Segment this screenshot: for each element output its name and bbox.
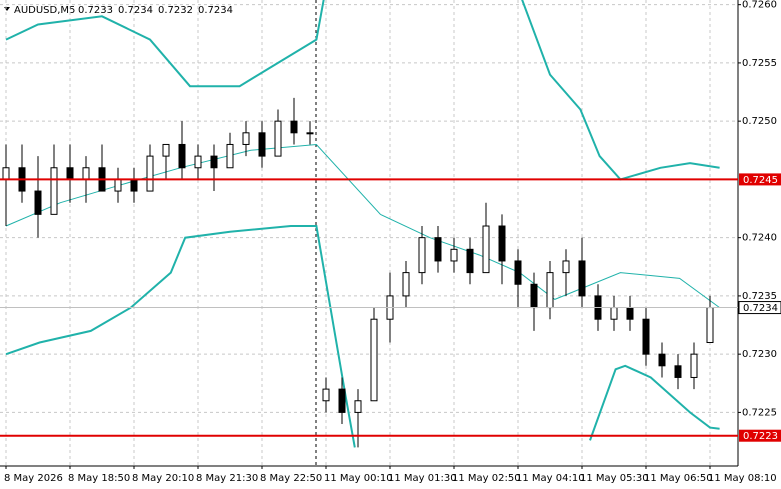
candle-body	[546, 272, 554, 309]
level-label-box	[739, 173, 781, 186]
candle-body	[34, 190, 42, 215]
header-value: 0.7234	[118, 5, 153, 16]
candle-body	[258, 132, 266, 157]
candle-body	[514, 260, 522, 285]
band-line	[5, 0, 720, 181]
y-tick-label: 0.7230	[742, 349, 777, 360]
y-tick-label: 0.7225	[742, 407, 777, 418]
chart-title: AUDUSD,M5	[14, 5, 75, 16]
y-tick-label: 0.7260	[742, 0, 777, 11]
x-tick-label: 11 May 05:30	[580, 473, 649, 484]
candle-body	[306, 132, 314, 135]
candle-body	[434, 237, 442, 262]
x-tick-label: 8 May 2026	[4, 473, 63, 484]
candle-body	[338, 388, 346, 413]
candle-body	[66, 167, 74, 180]
y-tick-label: 0.7250	[742, 116, 777, 127]
candle-body	[322, 388, 330, 402]
x-tick-label: 11 May 06:50	[644, 473, 713, 484]
y-tick-label: 0.7255	[742, 58, 777, 69]
candle-body	[578, 260, 586, 297]
candle-body	[290, 120, 298, 134]
candle-body	[210, 155, 218, 169]
level-label: 0.7245	[743, 175, 778, 186]
level-label: 0.7223	[743, 431, 778, 442]
x-tick-label: 8 May 22:50	[260, 473, 322, 484]
candle-body	[466, 248, 474, 274]
candle-body	[610, 307, 618, 320]
x-tick-label: 11 May 00:10	[324, 473, 393, 484]
candle-body	[658, 353, 666, 367]
header-value: 0.7232	[158, 5, 193, 16]
candle-body	[498, 225, 506, 262]
candle-body	[706, 307, 714, 344]
band-line	[5, 143, 720, 309]
band-line	[5, 225, 720, 448]
candle-body	[530, 283, 538, 309]
y-tick-label: 0.7235	[742, 291, 777, 302]
grid	[0, 0, 738, 466]
x-tick-label: 8 May 18:50	[68, 473, 130, 484]
candle-body	[626, 307, 634, 320]
candle-body	[690, 353, 698, 378]
x-tick-label: 8 May 20:10	[132, 473, 194, 484]
candle-body	[114, 178, 122, 192]
candle-body	[146, 155, 154, 192]
bid-label-box	[738, 301, 781, 315]
candle-body	[370, 318, 378, 402]
x-tick-label: 11 May 08:10	[708, 473, 777, 484]
x-tick-label: 11 May 02:50	[452, 473, 521, 484]
candle-body	[2, 167, 10, 180]
x-tick-label: 8 May 21:30	[196, 473, 258, 484]
candle-body	[450, 248, 458, 262]
candle-body	[562, 260, 570, 274]
candle-body	[178, 143, 186, 169]
candle-body	[130, 178, 138, 192]
bid-label: 0.7234	[743, 303, 778, 314]
candle-body	[226, 143, 234, 169]
candle-body	[242, 132, 250, 145]
candle-body	[482, 225, 490, 274]
candle-body	[50, 167, 58, 215]
header-value: 0.7234	[198, 5, 233, 16]
y-tick-label: 0.7240	[742, 233, 777, 244]
x-tick-label: 11 May 01:30	[388, 473, 457, 484]
candle-body	[418, 237, 426, 274]
candle-body	[674, 365, 682, 378]
candle-body	[194, 155, 202, 169]
candle-body	[354, 400, 362, 413]
header-value: 0.7233	[78, 5, 113, 16]
candle-body	[162, 143, 170, 157]
x-tick-label: 11 May 04:10	[516, 473, 585, 484]
level-label-box	[739, 429, 781, 442]
candle-body	[274, 120, 282, 157]
candle-body	[82, 167, 90, 180]
candle-body	[402, 272, 410, 297]
candle-body	[642, 318, 650, 355]
